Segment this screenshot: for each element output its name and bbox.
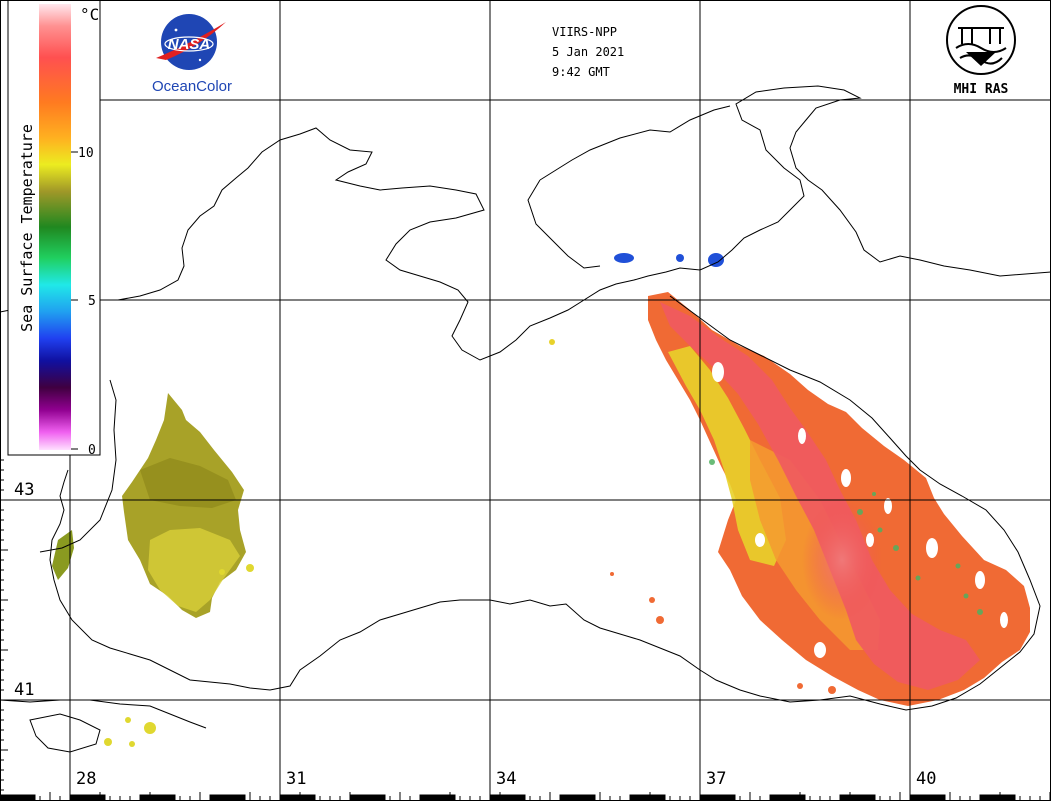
sst-azov-cold xyxy=(614,253,724,267)
ruler-segment xyxy=(350,795,385,800)
ruler-segment xyxy=(770,795,805,800)
frame-ruler-bottom xyxy=(0,792,1051,800)
ruler-segment xyxy=(630,795,665,800)
lon-label-40: 40 xyxy=(916,769,936,789)
frame-ruler-left xyxy=(0,460,8,790)
acquisition-date: 5 Jan 2021 xyxy=(552,45,624,59)
ruler-segment xyxy=(490,795,525,800)
colorbar-gradient xyxy=(39,4,71,450)
ruler-segment xyxy=(0,795,35,800)
lon-label-31: 31 xyxy=(286,769,306,789)
coastline-azov-north xyxy=(540,106,730,180)
oceancolor-text: OceanColor xyxy=(152,78,232,95)
colorbar-unit: °C xyxy=(80,5,99,24)
ruler-segment xyxy=(980,795,1015,800)
nasa-logo-star xyxy=(175,29,178,32)
nasa-logo-text: NASA xyxy=(168,36,211,53)
sst-patch-west-light xyxy=(148,528,240,612)
colorbar-tick-label-10: 10 xyxy=(78,146,94,161)
lon-label-28: 28 xyxy=(76,769,96,789)
nasa-logo: NASA OceanColor xyxy=(152,14,232,95)
ruler-segment xyxy=(910,795,945,800)
sst-spot-crimea xyxy=(549,339,555,345)
ruler-segment xyxy=(560,795,595,800)
nasa-logo-star xyxy=(199,59,201,61)
latitude-labels: 43 41 xyxy=(14,480,34,700)
colorbar: °C 10 5 0 Sea Surface Temperature xyxy=(8,0,100,458)
map-canvas: °C 10 5 0 Sea Surface Temperature NASA O… xyxy=(0,0,1051,801)
header: VIIRS-NPP 5 Jan 2021 9:42 GMT xyxy=(552,25,624,79)
acquisition-time: 9:42 GMT xyxy=(552,65,610,79)
lon-label-34: 34 xyxy=(496,769,516,789)
ruler-segment xyxy=(420,795,455,800)
lat-label-43: 43 xyxy=(14,480,34,500)
sst-coastal-strip-west xyxy=(52,530,74,580)
sensor-name: VIIRS-NPP xyxy=(552,25,617,39)
colorbar-tick-label-0: 0 xyxy=(88,443,96,458)
colorbar-title: Sea Surface Temperature xyxy=(18,124,36,332)
colorbar-tick-label-5: 5 xyxy=(88,294,96,309)
ruler-segment xyxy=(210,795,245,800)
ruler-segment xyxy=(140,795,175,800)
ruler-segment xyxy=(840,795,875,800)
ruler-segment xyxy=(700,795,735,800)
mhi-ras-logo: MHI RAS xyxy=(947,6,1015,97)
ruler-segment xyxy=(280,795,315,800)
longitude-labels: 28 31 34 37 40 xyxy=(76,769,936,789)
lat-label-41: 41 xyxy=(14,680,34,700)
coastline-azov-west xyxy=(528,180,600,268)
coastline-north-west xyxy=(0,86,1051,360)
ruler-segment xyxy=(70,795,105,800)
mhi-ras-text: MHI RAS xyxy=(954,82,1009,97)
sst-map: °C 10 5 0 Sea Surface Temperature NASA O… xyxy=(0,0,1051,801)
coastline-marmara xyxy=(30,714,100,752)
sst-hot-core xyxy=(802,500,882,620)
lon-label-37: 37 xyxy=(706,769,726,789)
